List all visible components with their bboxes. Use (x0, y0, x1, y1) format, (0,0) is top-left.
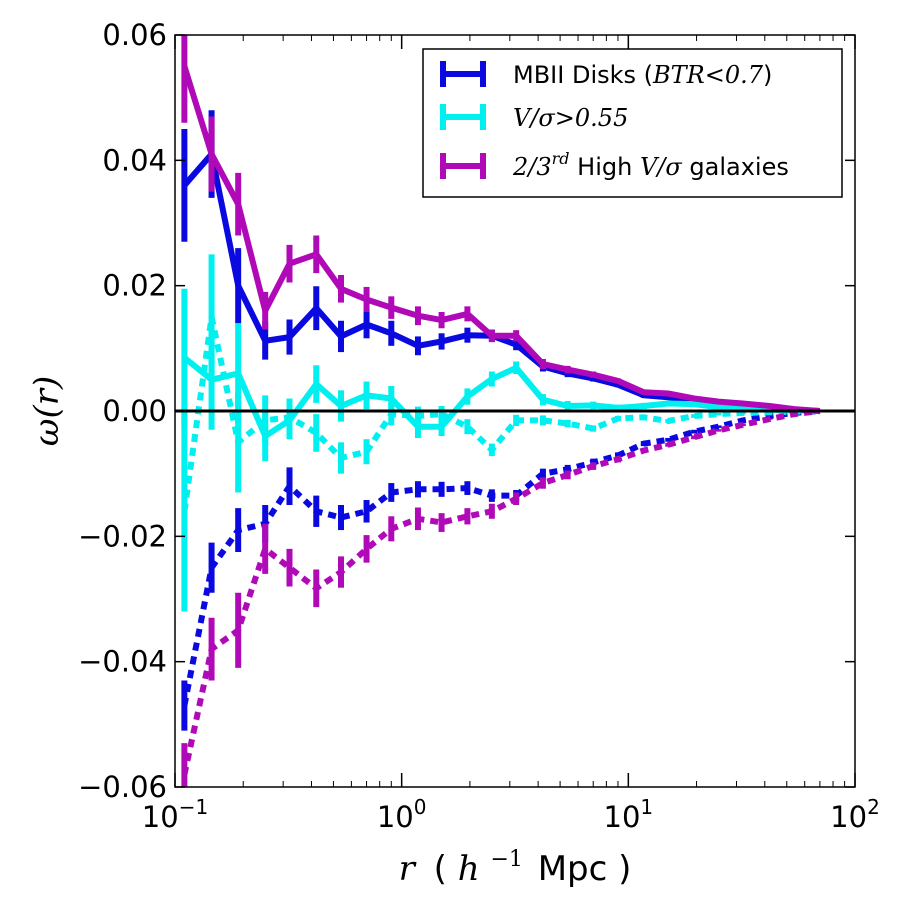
legend-entry-v-sigma: V/σ>0.55 (440, 104, 628, 132)
x-tick-label-0: 10−1 (142, 795, 208, 834)
y-tick-label-4: −0.02 (78, 519, 167, 553)
svg-text:2/3rd High V/σ galaxies: 2/3rd High V/σ galaxies (512, 149, 789, 181)
series-1 (181, 254, 823, 612)
legend-label-high-v-sigma-sup: rd (552, 149, 570, 168)
legend-label-high-v-sigma-tail2: galaxies (682, 153, 789, 181)
y-tick-label-1: 0.04 (102, 143, 167, 177)
x-axis-label-close: ) (618, 849, 631, 889)
legend-label-high-v-sigma-frac: 2/3 (512, 153, 552, 181)
series-1-solid-line (182, 355, 820, 440)
series-0-dashed-line (181, 408, 821, 707)
x-axis-label-unit-base: h (458, 849, 480, 889)
svg-text:V/σ>0.55: V/σ>0.55 (513, 104, 628, 132)
legend-entry-high-v-sigma: 2/3rd High V/σ galaxies (440, 149, 789, 181)
y-axis-label: ω(r) (27, 376, 67, 447)
legend-label-mbii-disks: MBII Disks ( (513, 61, 653, 89)
legend-label-high-v-sigma-math: V/σ (640, 153, 682, 181)
y-tick-label-2: 0.02 (102, 269, 167, 303)
legend-label-high-v-sigma-tail: High (570, 153, 640, 181)
x-axis-label-unit-exp: −1 (490, 847, 522, 872)
y-tick-label-5: −0.04 (78, 645, 167, 679)
series-2-solid-line (181, 65, 821, 414)
series-layer (181, 35, 823, 787)
y-tick-label-6: −0.06 (78, 770, 167, 804)
x-tick-label-1: 100 (377, 795, 427, 834)
x-axis-label-var: r (399, 849, 417, 889)
x-axis-label-unit: Mpc (538, 849, 608, 889)
series-2 (181, 35, 823, 787)
svg-text:MBII Disks (BTR<0.7): MBII Disks (BTR<0.7) (513, 61, 772, 89)
legend-label-mbii-disks-math: BTR<0.7 (652, 61, 764, 89)
x-axis-label: r ( h −1 Mpc ) (399, 835, 632, 889)
series-2-dashed-line (181, 408, 821, 776)
y-tick-label-3: 0.00 (102, 394, 167, 428)
legend: MBII Disks (BTR<0.7) V/σ>0.55 2/3rd High… (422, 48, 843, 198)
x-tick-label-2: 101 (604, 795, 654, 834)
legend-box (422, 48, 843, 198)
legend-label-mbii-disks-tail: ) (763, 61, 772, 89)
plot-frame (174, 34, 856, 788)
legend-entry-mbii-disks: MBII Disks (BTR<0.7) (440, 61, 772, 89)
x-axis-label-open: ( (434, 849, 447, 889)
y-tick-label-0: 0.06 (102, 18, 167, 52)
series-1-dashed-line (181, 314, 820, 512)
legend-label-v-sigma: V/σ>0.55 (513, 104, 628, 132)
x-tick-label-3: 102 (830, 795, 880, 834)
